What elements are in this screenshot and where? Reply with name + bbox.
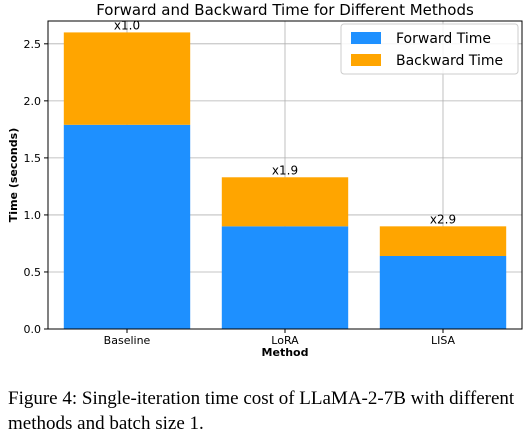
bar-forward-time bbox=[379, 255, 507, 329]
bar-backward-time bbox=[221, 177, 349, 227]
figure-caption: Figure 4: Single-iteration time cost of … bbox=[8, 388, 515, 434]
x-tick-label: LISA bbox=[431, 334, 456, 347]
bars bbox=[63, 32, 507, 330]
bar-speedup-label: x1.0 bbox=[114, 18, 140, 32]
legend-swatch-backward bbox=[351, 54, 381, 66]
y-tick-label: 0.0 bbox=[24, 323, 42, 336]
x-tick-label: LoRA bbox=[271, 334, 299, 347]
legend-label-forward: Forward Time bbox=[396, 31, 491, 47]
y-axis-label: Time (seconds) bbox=[7, 128, 20, 222]
x-axis-ticks: Baseline LoRA LISA bbox=[104, 329, 456, 347]
x-axis-label: Method bbox=[262, 346, 309, 359]
y-tick-label: 0.5 bbox=[24, 266, 42, 279]
bar-backward-time bbox=[63, 32, 191, 125]
x-tick-label: Baseline bbox=[104, 334, 151, 347]
bar-labels: x1.0 x1.9 x2.9 bbox=[114, 18, 456, 226]
bar-forward-time bbox=[63, 124, 191, 330]
legend-swatch-forward bbox=[351, 32, 381, 44]
y-tick-label: 1.0 bbox=[24, 209, 42, 222]
chart: 0.0 0.5 1.0 1.5 2.0 2.5 Baseline LoRA LISA x1.0… bbox=[7, 1, 523, 359]
legend-frame bbox=[340, 23, 519, 75]
bar-speedup-label: x1.9 bbox=[272, 163, 298, 177]
y-tick-label: 2.0 bbox=[24, 95, 42, 108]
bar-speedup-label: x2.9 bbox=[430, 212, 456, 226]
y-axis-ticks: 0.0 0.5 1.0 1.5 2.0 2.5 bbox=[24, 38, 48, 336]
y-tick-label: 2.5 bbox=[24, 38, 42, 51]
chart-title: Forward and Backward Time for Different … bbox=[96, 1, 474, 19]
bar-forward-time bbox=[221, 226, 349, 329]
legend-label-backward: Backward Time bbox=[396, 53, 503, 69]
y-tick-label: 1.5 bbox=[24, 152, 42, 165]
bar-backward-time bbox=[379, 226, 507, 256]
legend: Forward Time Backward Time bbox=[340, 23, 519, 75]
